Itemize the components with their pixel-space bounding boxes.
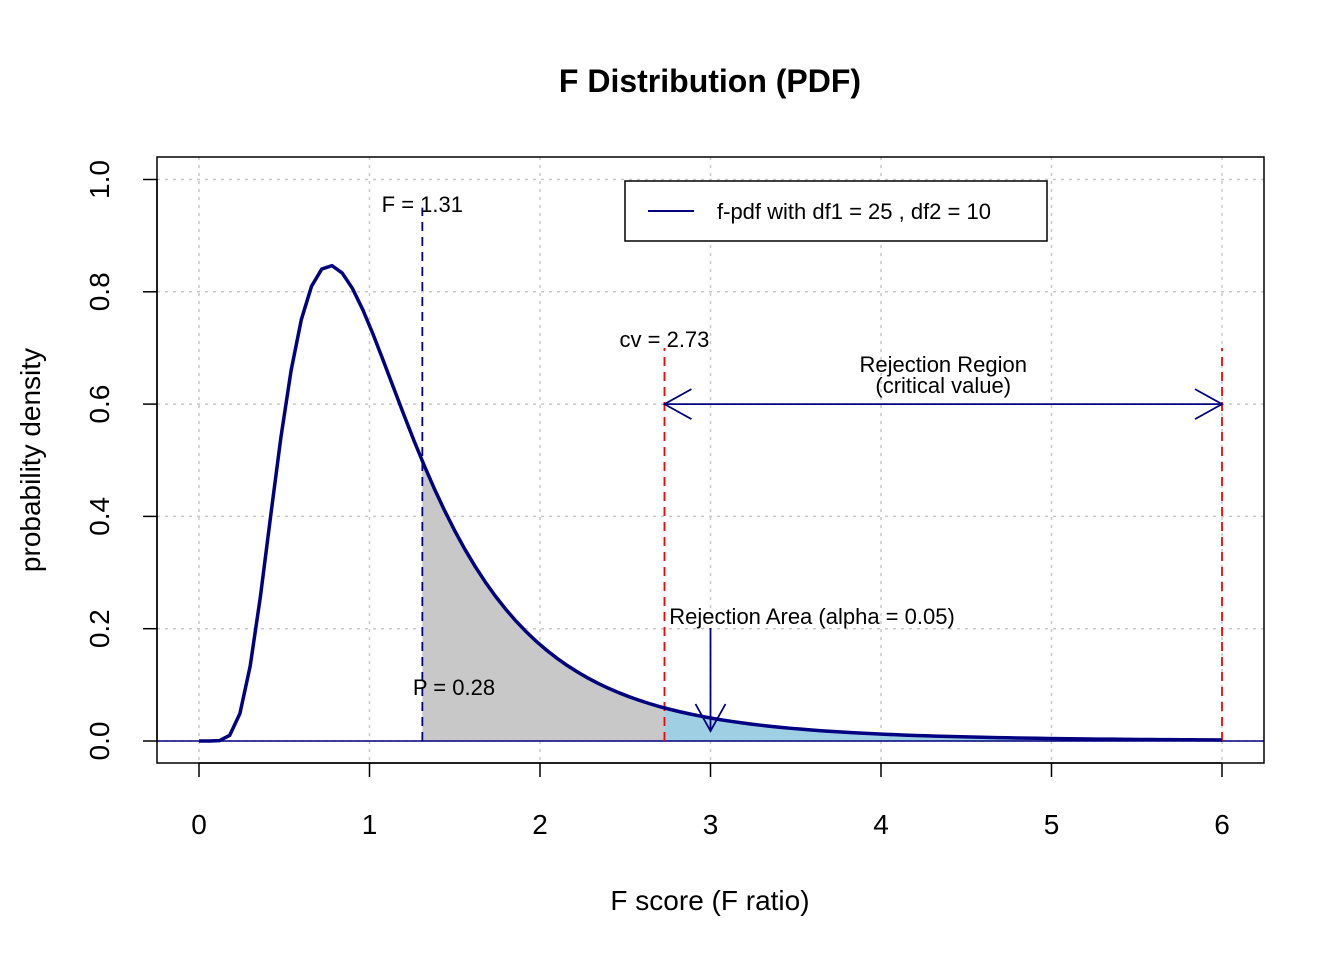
- legend-box: [624, 180, 1048, 242]
- y-tick-label: 0.4: [84, 497, 115, 536]
- y-tick-label: 0.8: [84, 272, 115, 311]
- y-axis: 0.0 0.2 0.4 0.6 0.8 1.0: [84, 160, 158, 761]
- x-axis: 0 1 2 3 4 5 6: [191, 762, 1230, 840]
- y-tick-label: 0.2: [84, 609, 115, 648]
- y-tick-label: 0.0: [84, 722, 115, 761]
- critical-value-label: cv = 2.73: [620, 327, 710, 352]
- legend: f-pdf with df1 = 25 , df2 = 10: [624, 180, 1048, 242]
- f-statistic-label: F = 1.31: [382, 192, 463, 217]
- shaded-areas: [422, 461, 1222, 741]
- x-tick-label: 6: [1214, 809, 1230, 840]
- x-tick-label: 2: [532, 809, 548, 840]
- rejection-area-arrow-head: [694, 703, 727, 733]
- rejection-region-sublabel: (critical value): [875, 373, 1011, 398]
- legend-label: f-pdf with df1 = 25 , df2 = 10: [717, 199, 991, 224]
- arrow-head-right: [1194, 388, 1224, 420]
- y-tick-label: 1.0: [84, 160, 115, 199]
- rejection-area: [664, 707, 1222, 741]
- x-axis-label: F score (F ratio): [610, 885, 809, 916]
- rejection-region-label: Rejection Region: [859, 352, 1027, 377]
- x-tick-label: 3: [703, 809, 719, 840]
- x-tick-label: 5: [1044, 809, 1060, 840]
- x-tick-label: 0: [191, 809, 207, 840]
- p-value-area: [422, 461, 665, 741]
- x-tick-label: 1: [362, 809, 378, 840]
- y-tick-label: 0.6: [84, 385, 115, 424]
- rejection-area-label: Rejection Area (alpha = 0.05): [669, 604, 955, 629]
- reference-lines: [157, 207, 1264, 742]
- y-axis-label: probability density: [15, 348, 46, 572]
- chart-title: F Distribution (PDF): [559, 63, 861, 99]
- annotations: F = 1.31 cv = 2.73 Rejection Region(critic…: [382, 192, 1224, 733]
- p-value-label: P = 0.28: [413, 675, 495, 700]
- x-tick-label: 4: [873, 809, 889, 840]
- arrow-head-left: [662, 388, 692, 420]
